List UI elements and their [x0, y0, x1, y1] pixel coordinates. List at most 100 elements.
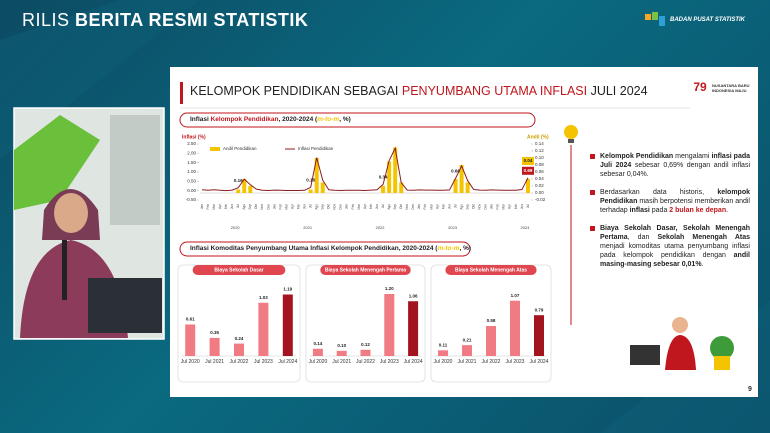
- x-tick-label: Jul: [236, 204, 240, 208]
- x-tick-label: Des: [339, 204, 343, 210]
- data-label: 0.10: [337, 343, 346, 348]
- logo-square: [652, 12, 658, 20]
- bar: [459, 165, 464, 193]
- text-part: 2 bulan ke depan: [669, 207, 727, 214]
- y2-tick-label: 0.12: [535, 148, 544, 153]
- y2-tick-label: 0.00: [535, 190, 544, 195]
- bar: [360, 349, 371, 356]
- data-label: 0.14: [314, 341, 323, 346]
- page-number: 9: [748, 386, 752, 393]
- x-tick-label: Nov: [260, 204, 264, 210]
- panel-title-pill: [192, 265, 286, 275]
- text-part: m-to-m: [437, 245, 460, 252]
- panel-title: Biaya Sekolah Dasar: [214, 267, 263, 273]
- text-part: andil masing-masing sebesar 0,01%: [600, 252, 750, 268]
- x-tick-label: Jul 2023: [505, 359, 525, 365]
- data-label: 0.16: [234, 178, 243, 183]
- legend-label: Inflasi Pendidikan: [298, 146, 334, 151]
- x-tick-label: Jan: [200, 204, 204, 209]
- y2-axis-title: Andil (%): [527, 134, 549, 140]
- x-tick-label: Agu: [459, 204, 463, 210]
- x-tick-label: Jul 2023: [253, 359, 273, 365]
- x-tick-label: Jul: [309, 204, 313, 208]
- data-label: 0.79: [535, 307, 544, 312]
- text-part: pada: [649, 207, 670, 214]
- text-part: Inflasi Komoditas Penyumbang Utama Infla…: [190, 245, 438, 252]
- data-label: 0.18: [306, 177, 315, 182]
- year-label: 2020: [231, 225, 241, 230]
- text-part: mengalami: [673, 153, 712, 160]
- text-part: JULI 2024: [587, 84, 648, 98]
- x-tick-label: Apr: [435, 203, 439, 209]
- bullet: Biaya Sekolah Dasar, Sekolah Menengah Pe…: [590, 224, 750, 269]
- y2-tick-label: 0.02: [535, 183, 544, 188]
- x-tick-label: Jun: [447, 204, 451, 209]
- text-part: sebesar 0,69% dengan andil inflasi sebes…: [600, 162, 750, 178]
- text-part: Kelompok Pendidikan: [210, 116, 279, 123]
- x-tick-label: Jan: [417, 204, 421, 209]
- text-part: .: [726, 207, 729, 214]
- panel-title-pill: [445, 265, 537, 275]
- bar: [312, 348, 323, 356]
- bar: [185, 324, 196, 356]
- group-title-pill: [179, 241, 471, 257]
- illust-pot: [714, 356, 730, 370]
- bulb-icon: [564, 125, 578, 139]
- panel-title: Biaya Sekolah Menengah Pertama: [325, 267, 406, 273]
- text-part: Biaya Sekolah Dasar, Sekolah Menengah Pe…: [600, 225, 750, 241]
- text-part: KELOMPOK PENDIDIKAN SEBAGAI: [190, 84, 402, 98]
- x-tick-label: Mar: [357, 203, 361, 209]
- x-tick-label: Des: [411, 204, 415, 210]
- logo-text: BADAN PUSAT STATISTIK: [670, 17, 745, 23]
- year-label: 2021: [303, 225, 313, 230]
- y-tick-label: 1.00: [187, 169, 196, 174]
- x-tick-label: Jul 2023: [379, 359, 399, 365]
- x-tick-label: Jan: [272, 204, 276, 209]
- x-tick-label: Feb: [351, 204, 355, 210]
- title-light: RILIS: [22, 10, 70, 30]
- x-tick-label: Jul 2022: [229, 359, 249, 365]
- y2-tick-label: 0.08: [535, 162, 544, 167]
- bar: [465, 182, 470, 193]
- x-tick-label: Apr: [290, 203, 294, 209]
- x-tick-label: Okt: [399, 204, 403, 209]
- bar: [526, 179, 530, 193]
- data-label: 0.24: [235, 336, 244, 341]
- y-tick-label: -0.50: [186, 197, 197, 202]
- panel-title: Biaya Sekolah Menengah Atas: [455, 267, 527, 273]
- y-axis-title: Inflasi (%): [182, 134, 206, 140]
- x-tick-label: Jul 2020: [433, 359, 453, 365]
- x-tick-label: Sep: [321, 204, 325, 210]
- bar: [320, 182, 325, 193]
- bar: [486, 326, 496, 356]
- data-label: 0.61: [186, 317, 195, 322]
- label-box: [522, 166, 534, 175]
- data-label: 1.07: [511, 293, 520, 298]
- text-part: masih berpotensi memberikan andil terhad…: [600, 198, 750, 214]
- x-tick-label: Jul 2024: [278, 359, 298, 365]
- bar: [393, 147, 398, 193]
- bar: [534, 315, 544, 356]
- title-bold: BERITA RESMI STATISTIK: [75, 10, 309, 30]
- legend-label: Andil Pendidikan: [223, 146, 257, 151]
- text-part: menjadi komoditas utama penyumbang infla…: [600, 243, 750, 259]
- bullet: Berdasarkan data historis, kelompok Pend…: [590, 188, 750, 215]
- webcam-bg: [110, 115, 160, 225]
- x-tick-label: Mei: [514, 204, 518, 209]
- badge-text: NUSANTARA BARU INDONESIA MAJU: [712, 83, 750, 93]
- data-label: 0.21: [463, 337, 472, 342]
- x-tick-label: Feb: [278, 204, 282, 210]
- text-part: , %): [459, 245, 472, 252]
- laptop: [88, 278, 162, 333]
- y2-tick-label: -0.02: [535, 197, 546, 202]
- data-label: 0.35: [210, 330, 219, 335]
- data-label: 1.19: [283, 287, 292, 292]
- x-tick-label: Apr: [218, 203, 222, 209]
- text-part: Kelompok Pendidikan: [600, 153, 674, 160]
- text-part: Inflasi: [190, 116, 211, 123]
- x-tick-label: Mar: [284, 203, 288, 209]
- y-tick-label: 2.50: [187, 141, 196, 146]
- x-tick-label: Mar: [429, 203, 433, 209]
- data-label: 0.04: [524, 158, 533, 163]
